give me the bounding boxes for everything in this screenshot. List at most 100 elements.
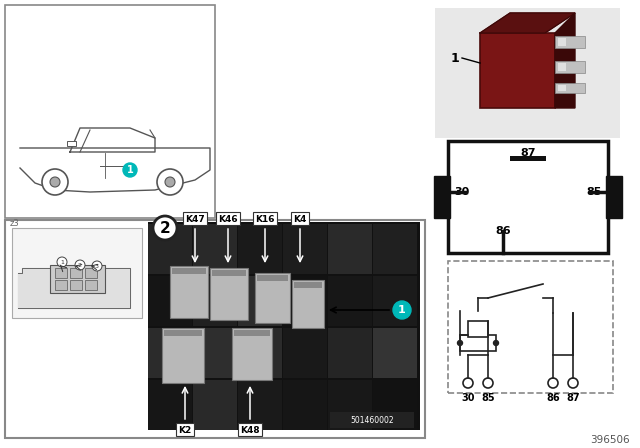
Bar: [238, 224, 282, 274]
Text: K47: K47: [185, 215, 205, 224]
Text: K46: K46: [218, 215, 238, 224]
Bar: [294, 282, 322, 288]
Circle shape: [57, 257, 67, 267]
Bar: [468, 321, 488, 337]
Bar: [460, 335, 496, 351]
Text: 2: 2: [78, 263, 82, 267]
Bar: [55, 268, 67, 278]
Text: 85: 85: [586, 187, 602, 197]
Text: 501460002: 501460002: [350, 415, 394, 425]
Polygon shape: [480, 13, 575, 33]
Circle shape: [123, 163, 137, 177]
Bar: [148, 222, 420, 430]
Circle shape: [458, 340, 463, 345]
Bar: [283, 224, 327, 274]
Text: 87: 87: [566, 393, 580, 403]
Bar: [238, 276, 282, 326]
Bar: [328, 224, 372, 274]
Bar: [253, 212, 277, 225]
Polygon shape: [20, 148, 210, 192]
Bar: [55, 280, 67, 290]
Text: 86: 86: [546, 393, 560, 403]
Bar: [85, 280, 97, 290]
Bar: [148, 328, 192, 378]
Bar: [70, 280, 82, 290]
Bar: [606, 176, 622, 218]
Text: 1: 1: [451, 52, 460, 65]
Bar: [193, 276, 237, 326]
Bar: [448, 141, 608, 253]
Bar: [435, 8, 620, 138]
Text: K48: K48: [240, 426, 260, 435]
Text: 2: 2: [159, 220, 170, 236]
Circle shape: [548, 378, 558, 388]
Text: 87: 87: [520, 148, 536, 158]
Circle shape: [165, 177, 175, 187]
Text: z3: z3: [10, 219, 20, 228]
Polygon shape: [18, 268, 130, 308]
Circle shape: [493, 340, 499, 345]
Bar: [210, 268, 248, 320]
Bar: [480, 33, 555, 108]
Text: 396506: 396506: [590, 435, 630, 445]
Bar: [148, 224, 192, 274]
Bar: [5, 5, 215, 218]
Bar: [5, 220, 425, 438]
Bar: [448, 261, 613, 393]
Bar: [170, 266, 208, 318]
Bar: [555, 36, 585, 48]
Bar: [283, 380, 327, 430]
Text: 1: 1: [398, 305, 406, 315]
Bar: [234, 330, 270, 336]
Bar: [85, 268, 97, 278]
Polygon shape: [555, 13, 575, 108]
Bar: [148, 276, 192, 326]
Text: K16: K16: [255, 215, 275, 224]
Bar: [176, 423, 194, 436]
Text: K4: K4: [293, 215, 307, 224]
Bar: [373, 328, 417, 378]
Bar: [328, 328, 372, 378]
Text: 1: 1: [60, 259, 64, 264]
Bar: [172, 268, 206, 274]
Bar: [330, 412, 414, 428]
Bar: [283, 328, 327, 378]
Text: 3: 3: [95, 263, 99, 268]
Bar: [70, 268, 82, 278]
Bar: [148, 380, 192, 430]
Circle shape: [483, 378, 493, 388]
Bar: [193, 380, 237, 430]
Bar: [238, 380, 282, 430]
Text: 85: 85: [481, 393, 495, 403]
Bar: [328, 276, 372, 326]
Bar: [212, 270, 246, 276]
Bar: [238, 423, 262, 436]
Bar: [232, 328, 272, 380]
Circle shape: [92, 261, 102, 271]
Text: 1: 1: [127, 165, 133, 175]
Bar: [257, 275, 288, 281]
Bar: [162, 328, 204, 383]
Bar: [12, 228, 142, 318]
Text: 30: 30: [454, 187, 470, 197]
Bar: [558, 63, 566, 71]
Bar: [292, 280, 324, 328]
Bar: [434, 176, 450, 218]
Text: K2: K2: [179, 426, 191, 435]
Text: 30: 30: [461, 393, 475, 403]
Circle shape: [75, 260, 85, 270]
Circle shape: [463, 378, 473, 388]
Bar: [193, 224, 237, 274]
Bar: [255, 273, 290, 323]
Text: 86: 86: [495, 226, 511, 236]
Bar: [558, 85, 566, 91]
Bar: [183, 212, 207, 225]
Bar: [291, 212, 309, 225]
Bar: [193, 328, 237, 378]
Circle shape: [157, 169, 183, 195]
Bar: [373, 380, 417, 430]
Bar: [238, 328, 282, 378]
Circle shape: [42, 169, 68, 195]
Circle shape: [50, 177, 60, 187]
Bar: [558, 38, 566, 46]
